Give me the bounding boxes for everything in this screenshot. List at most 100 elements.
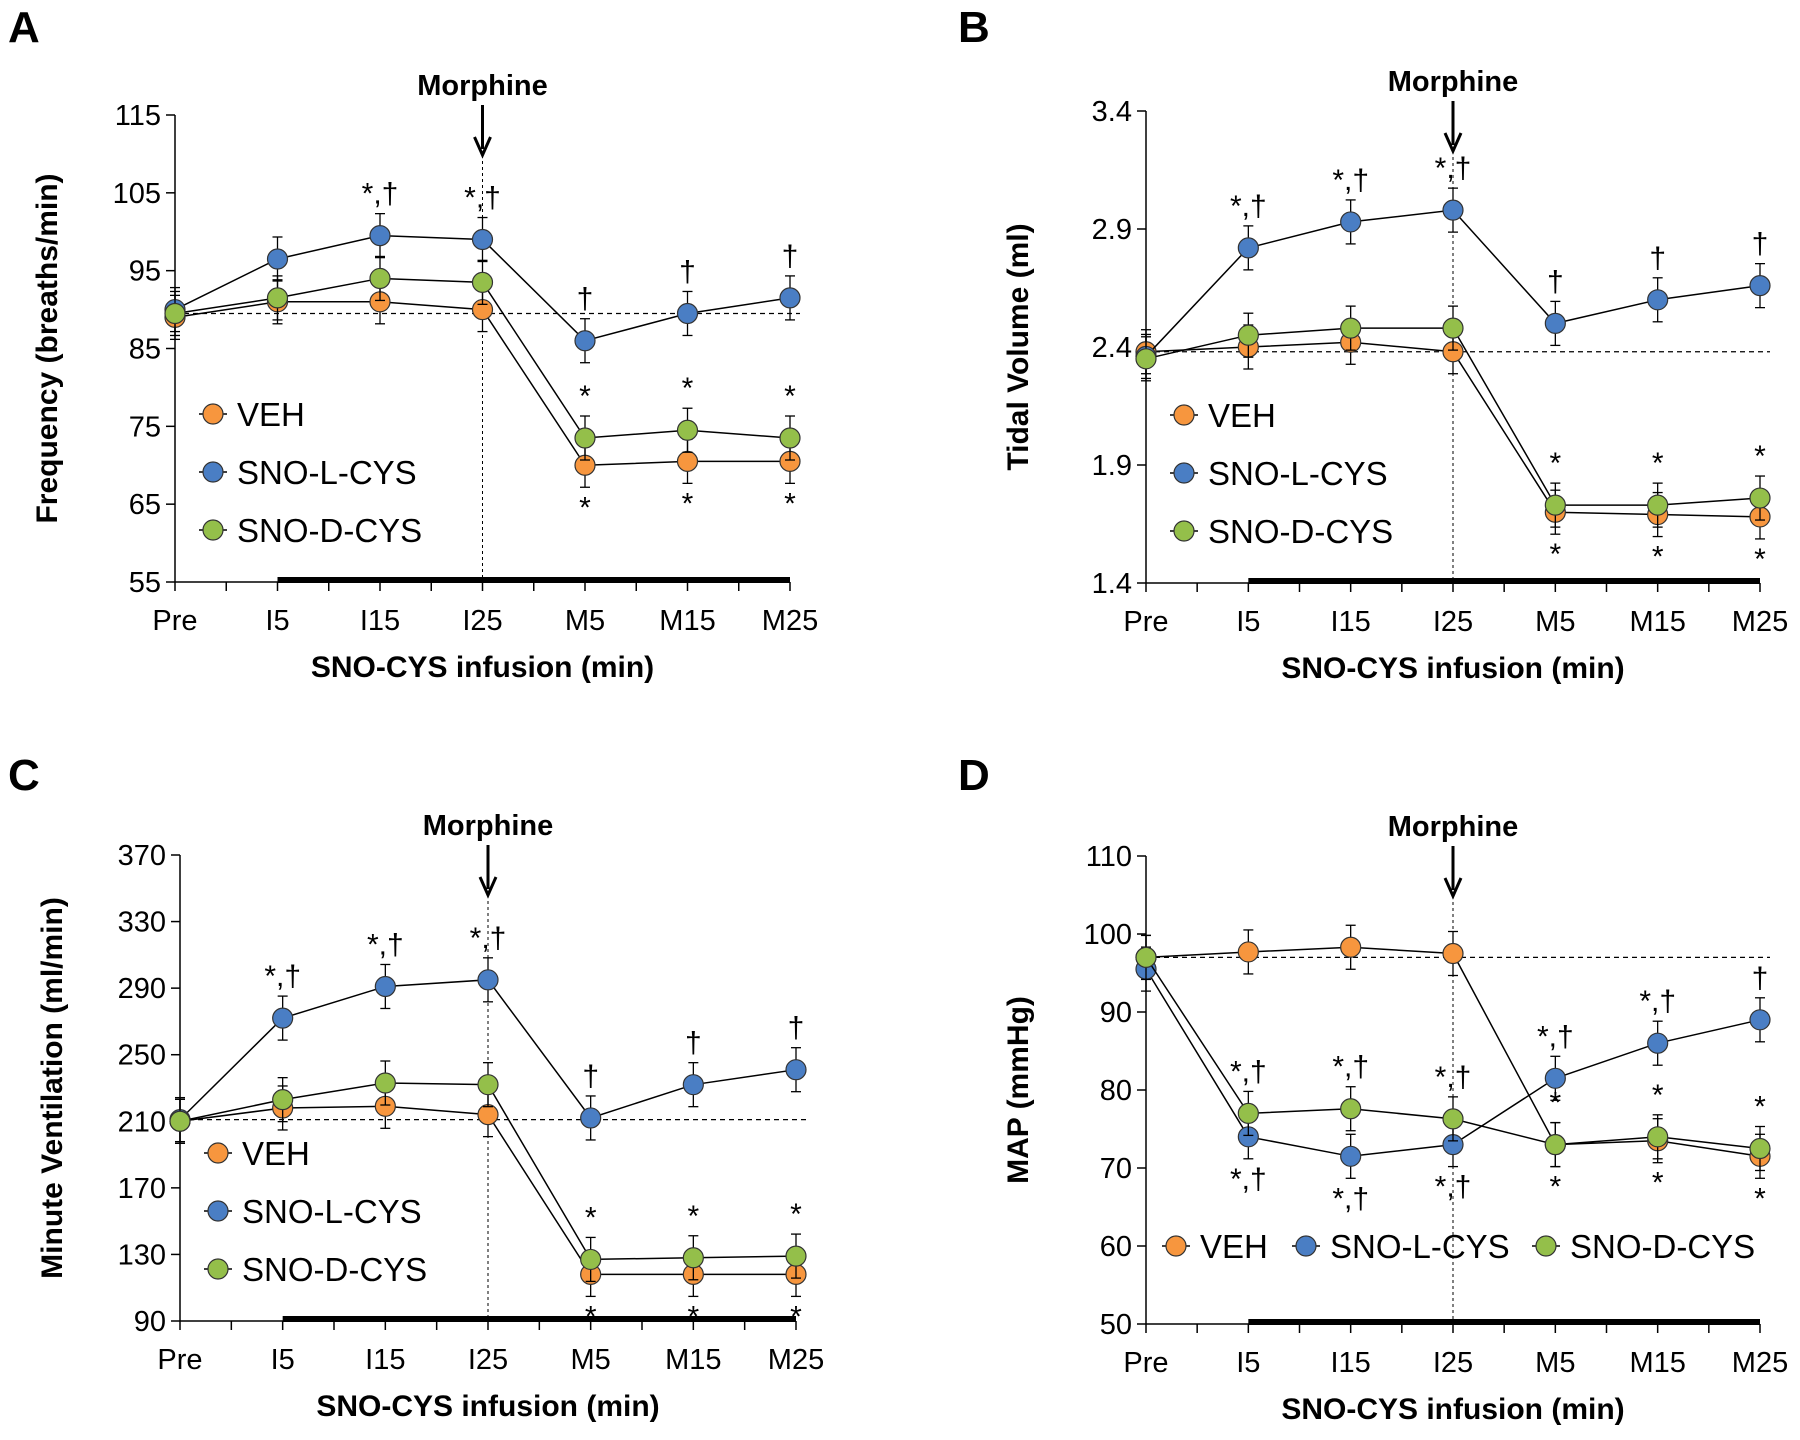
significance-marker: † [685, 1027, 702, 1060]
x-tick-label: I25 [468, 1344, 508, 1376]
data-point [1647, 1032, 1669, 1054]
legend-item: SNO-L-CYS [199, 454, 417, 491]
y-tick-label: 75 [129, 411, 161, 443]
significance-marker: † [1752, 962, 1769, 995]
legend: VEH SNO-L-CYS SNO-D-CYS [1162, 1228, 1755, 1265]
data-point [779, 287, 801, 309]
significance-marker: *,† [264, 960, 301, 993]
significance-marker: *,† [1435, 1171, 1472, 1204]
data-point [477, 1104, 499, 1126]
y-tick-label: 1.4 [1092, 568, 1132, 600]
legend-marker [1173, 520, 1195, 542]
data-point [1544, 312, 1566, 334]
x-tick-label: Pre [1123, 606, 1168, 638]
event-label: Morphine [1388, 811, 1519, 843]
significance-marker: * [1549, 1171, 1561, 1204]
data-point [1749, 487, 1771, 509]
y-tick-label: 170 [118, 1173, 166, 1205]
significance-marker: *,† [1639, 985, 1676, 1018]
legend-label: SNO-D-CYS [242, 1251, 427, 1288]
significance-marker: * [579, 491, 591, 524]
legend-item: VEH [199, 396, 305, 433]
legend-marker [207, 1200, 229, 1222]
event-label: Morphine [423, 810, 554, 842]
panel-letter: B [958, 3, 990, 52]
x-tick-label: M15 [1629, 606, 1685, 638]
data-point [779, 427, 801, 449]
significance-marker: † [582, 1060, 599, 1093]
legend-item: SNO-D-CYS [1170, 513, 1393, 550]
y-axis-title: Minute Ventilation (ml/min) [36, 897, 69, 1279]
panel-c: C 90 130 170 210 250 290 330 370 Pre I5 I15 I25 M5 M15… [8, 751, 824, 1423]
significance-marker: *,† [1435, 1061, 1472, 1094]
arrow-head-icon [1443, 132, 1463, 155]
legend-marker [202, 403, 224, 425]
data-point [1135, 348, 1157, 370]
x-axis-title: SNO-CYS infusion (min) [1281, 1393, 1624, 1426]
series-sno-d-cys [1135, 305, 1771, 528]
x-tick-label: M15 [659, 605, 715, 637]
x-tick-label: I5 [1236, 1347, 1260, 1379]
significance-marker: † [679, 255, 696, 288]
panel-a: A 55 65 75 85 95 105 115 Pre I5 I15 I25 M5 M15 M25 SNO-… [8, 3, 818, 684]
data-point [272, 1007, 294, 1029]
y-tick-label: 210 [118, 1106, 166, 1138]
series-sno-l-cys [1135, 187, 1771, 380]
legend-marker [202, 519, 224, 541]
legend-marker [1295, 1235, 1317, 1257]
x-tick-label: Pre [157, 1344, 202, 1376]
series-sno-d-cys [1135, 934, 1771, 1172]
significance-marker: * [687, 1200, 699, 1233]
significance-marker: *,† [362, 178, 399, 211]
data-point [676, 302, 699, 325]
data-point [1442, 317, 1464, 339]
x-tick-label: M5 [565, 605, 605, 637]
significance-marker: * [1754, 440, 1766, 473]
data-point [169, 1110, 191, 1132]
legend-item: VEH [204, 1135, 310, 1172]
y-axis-title: Tidal Volume (ml) [1002, 223, 1035, 470]
significance-marker: *,† [1230, 190, 1267, 223]
panel-d: D 50 60 70 80 90 100 110 Pre I5 I15 I25 M5 M15 M25 SNO-… [958, 751, 1788, 1426]
significance-marker: *,† [1435, 152, 1472, 185]
data-point [1340, 1098, 1362, 1120]
data-point [580, 1248, 602, 1271]
x-tick-label: M5 [571, 1344, 611, 1376]
legend-label: VEH [1208, 397, 1276, 434]
data-point [682, 1247, 704, 1269]
x-tick-label: I15 [365, 1344, 405, 1376]
x-tick-label: I25 [1433, 1347, 1473, 1379]
significance-marker: * [1652, 447, 1664, 480]
legend: VEH SNO-L-CYS SNO-D-CYS [1170, 397, 1393, 550]
significance-marker: * [682, 487, 694, 520]
legend: VEH SNO-L-CYS SNO-D-CYS [204, 1135, 427, 1288]
data-point [369, 267, 391, 290]
significance-marker: † [1547, 265, 1564, 298]
series-sno-l-cys [1135, 946, 1771, 1179]
data-point [574, 330, 596, 352]
significance-marker: † [577, 283, 594, 316]
y-tick-label: 110 [1086, 841, 1132, 873]
panel-letter: D [958, 751, 990, 800]
x-tick-label: I5 [271, 1344, 295, 1376]
x-axis-title: SNO-CYS infusion (min) [316, 1390, 659, 1423]
significance-marker: *,† [1332, 164, 1369, 197]
y-tick-label: 370 [118, 840, 166, 872]
data-point [1749, 275, 1771, 297]
significance-marker: *,† [367, 928, 404, 961]
data-point [1442, 942, 1464, 965]
significance-marker: *,† [1230, 1055, 1267, 1088]
y-tick-label: 80 [1100, 1075, 1132, 1107]
legend-marker [1173, 404, 1195, 426]
data-point [164, 302, 186, 325]
event-label: Morphine [417, 70, 548, 102]
panel-b: B 1.4 1.9 2.4 2.9 3.4 Pre I5 I15 I25 M5 M15 M25 SNO-C… [958, 3, 1788, 685]
y-tick-label: 70 [1100, 1153, 1132, 1185]
legend-marker [207, 1258, 229, 1280]
legend-item: SNO-D-CYS [199, 512, 422, 549]
significance-marker: * [585, 1201, 597, 1234]
y-tick-label: 1.9 [1092, 450, 1132, 482]
data-point [574, 427, 596, 449]
